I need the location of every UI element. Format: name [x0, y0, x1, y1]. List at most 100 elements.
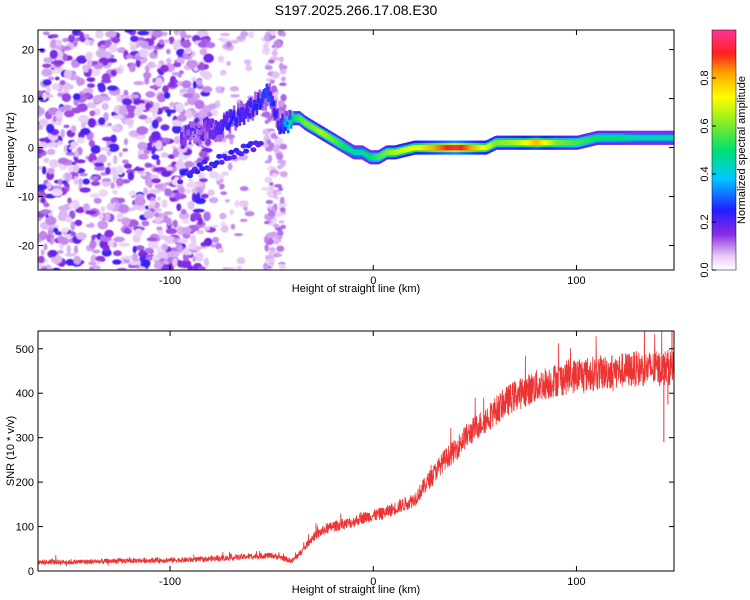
y-tick-label: 200: [16, 477, 34, 489]
spectrogram-ridge-cell: [550, 140, 553, 146]
spectrogram-cell: [263, 236, 269, 244]
spectrogram-cell: [98, 189, 109, 198]
spectrogram-cell: [278, 56, 284, 62]
spectrogram-ridge-cell: [295, 115, 298, 121]
spectrogram-ridge-cell: [338, 140, 341, 147]
y-tick-label: 0: [28, 143, 34, 155]
spectrogram-cell: [92, 249, 101, 254]
spectrogram-cell: [68, 146, 76, 150]
spectrogram-ridge-cell: [612, 135, 616, 141]
spectrogram-cell: [63, 124, 70, 129]
spectrogram-cell: [40, 249, 45, 256]
spectrogram-cell: [274, 184, 283, 188]
spectrogram-ridge-cell: [291, 110, 294, 116]
spectrogram-ridge-cell: [662, 135, 665, 141]
spectrogram-cell: [195, 252, 204, 262]
spectrogram-ridge-cell: [498, 140, 502, 146]
spectrogram-cell: [264, 44, 269, 53]
spectrogram-cell: [45, 216, 57, 226]
spectrogram-ridge-cell: [221, 123, 225, 138]
spectrogram-cell: [271, 173, 278, 178]
spectrogram-cell: [207, 189, 215, 196]
spectrogram-ridge-cell: [249, 102, 253, 108]
spectrogram-cell: [179, 88, 188, 93]
spectrogram-ridge-cell: [460, 145, 463, 151]
spectrogram-cell: [277, 100, 285, 107]
spectrogram-ridge-cell: [447, 145, 451, 151]
spectrogram-ridge-cell: [619, 135, 623, 141]
x-tick-label: 100: [567, 576, 585, 588]
spectrogram-cell: [182, 253, 190, 262]
spectrogram-cell: [278, 263, 285, 270]
spectrogram-cell: [265, 199, 274, 205]
spectrogram-cell: [128, 63, 136, 73]
spectrogram-ridge-cell: [194, 169, 201, 175]
spectrogram-ridge-cell: [214, 126, 217, 136]
spectrogram-ridge-cell: [618, 135, 621, 141]
spectrogram-ridge-cell: [545, 140, 549, 146]
spectrogram-ridge-cell: [180, 138, 183, 144]
spectrogram-ridge-cell: [286, 125, 290, 131]
spectrogram-cell: [67, 197, 72, 204]
spectrogram-cell: [105, 30, 117, 38]
spectrogram-ridge-cell: [397, 148, 401, 154]
spectrogram-cell: [177, 114, 188, 122]
spectrogram-cell: [135, 58, 141, 68]
spectrogram-cell: [144, 75, 150, 85]
spectrogram-ridge-cell: [184, 135, 188, 141]
x-tick-label: -100: [159, 275, 181, 287]
spectrogram-ridge-cell: [501, 140, 505, 146]
spectrogram-ridge-cell: [312, 125, 316, 131]
y-tick-label: 100: [16, 522, 34, 534]
spectrogram-ridge-cell: [403, 147, 407, 153]
spectrogram-ridge-cell: [352, 149, 355, 155]
spectrogram-ridge-cell: [207, 124, 210, 130]
spectrogram-ridge-cell: [254, 104, 257, 110]
spectrogram-cell: [186, 181, 198, 189]
spectrogram-ridge-cell: [220, 129, 223, 135]
snr-x-ticks: -100 0 100: [159, 331, 586, 588]
spectrogram-cell: [277, 230, 284, 237]
spectrogram-cell: [95, 255, 105, 262]
spectrogram-cell: [203, 237, 213, 247]
spectrogram-cell: [61, 227, 69, 233]
spectrogram-cell: [108, 143, 120, 152]
spectrogram-cell: [110, 134, 117, 143]
spectrogram-ridge-cell: [669, 135, 673, 141]
spectrogram-ridge-cell: [201, 159, 208, 165]
spectrogram-cell: [280, 76, 286, 82]
spectrogram-cell: [276, 152, 284, 161]
spectrogram-ridge-cell: [194, 129, 198, 139]
spectrogram-cell: [75, 232, 87, 240]
spectrogram-cell: [112, 115, 124, 119]
spectrogram-cell: [122, 255, 133, 260]
spectrogram-ridge-cell: [346, 146, 350, 152]
spectrogram-ridge-cell: [366, 153, 370, 159]
spectrogram-ridge-cell: [500, 140, 503, 146]
spectrogram-cell: [173, 30, 180, 36]
spectrogram-cell: [197, 217, 203, 226]
spectrogram-cell: [107, 122, 112, 127]
spectrogram-ridge-cell: [350, 148, 354, 154]
spectrogram-cell: [123, 138, 129, 146]
spectrogram-cell: [278, 220, 285, 224]
spectrogram-ridge-cell: [328, 134, 331, 141]
spectrogram-ridge-cell: [382, 151, 385, 157]
spectrogram-cell: [220, 225, 229, 233]
colorbar-gradient: [711, 29, 737, 271]
spectrogram-cell: [107, 58, 118, 63]
spectrogram-ridge-cell: [323, 132, 327, 138]
y-tick-label: 400: [16, 388, 34, 400]
spectrogram-ridge-cell: [544, 140, 547, 146]
spectrogram-cell: [76, 77, 85, 86]
spectrogram-ridge-cell: [433, 145, 436, 151]
spectrogram-ridge-cell: [416, 145, 419, 151]
spectrogram-cell: [215, 242, 222, 250]
spectrogram-cell: [151, 119, 159, 129]
spectrogram-ridge-cell: [375, 154, 378, 160]
y-tick-label: 10: [22, 94, 34, 106]
spectrogram-ridge-cell: [439, 145, 442, 151]
spectrogram-ridge-cell: [541, 140, 545, 146]
spectrogram-cell: [42, 31, 50, 36]
spectrogram-ridge-cell: [268, 91, 271, 101]
